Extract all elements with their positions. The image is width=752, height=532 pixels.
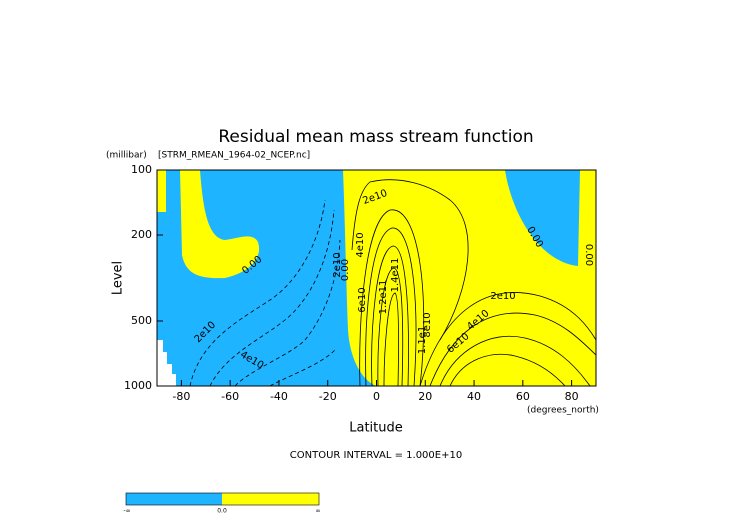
y-axis-label: Level bbox=[111, 261, 126, 295]
contour-label: 4e10 bbox=[355, 232, 366, 257]
y-tick-label: 500 bbox=[131, 314, 152, 327]
contour-label: 1.4e11 bbox=[390, 258, 401, 293]
x-tick-label: 40 bbox=[467, 390, 481, 403]
x-tick-label: 60 bbox=[516, 390, 530, 403]
x-tick-label: -80 bbox=[172, 390, 190, 403]
contour-label: 2e10 bbox=[490, 291, 515, 302]
colorbar-frame bbox=[125, 492, 320, 506]
x-units: (degrees_north) bbox=[527, 406, 599, 416]
subtitle: [STRM_RMEAN_1964-02_NCEP.nc] bbox=[158, 151, 310, 161]
y-tick-label: 1000 bbox=[124, 379, 152, 392]
contours bbox=[189, 179, 597, 387]
x-tick-label: -60 bbox=[221, 390, 239, 403]
colorbar-label: -∞ bbox=[123, 508, 130, 515]
x-tick-label: -20 bbox=[319, 390, 337, 403]
y-tick-label: 100 bbox=[131, 163, 152, 176]
colorbar-label: 0.0 bbox=[217, 508, 227, 515]
contour-label: 6e10 bbox=[357, 287, 368, 312]
plot-area bbox=[156, 169, 597, 387]
positive-region bbox=[157, 170, 166, 212]
colorbar-label: ∞ bbox=[316, 508, 321, 515]
missing-data bbox=[157, 340, 176, 386]
x-tick-label: -40 bbox=[270, 390, 288, 403]
positive-region bbox=[180, 170, 260, 279]
contour-label: 1.1e1 bbox=[417, 326, 428, 354]
positive-region bbox=[343, 170, 596, 386]
contour-label: 0.00 bbox=[583, 244, 594, 266]
colorbar-positive bbox=[222, 493, 319, 505]
contour-label: 0.00 bbox=[340, 259, 351, 281]
chart-title: Residual mean mass stream function bbox=[218, 127, 533, 147]
x-tick-label: 80 bbox=[565, 390, 579, 403]
contour-interval: CONTOUR INTERVAL = 1.000E+10 bbox=[290, 450, 462, 461]
colorbar-negative bbox=[126, 493, 222, 505]
x-tick-label: 20 bbox=[418, 390, 432, 403]
x-tick-label: 0 bbox=[373, 390, 380, 403]
contour-label: 8e10 bbox=[422, 312, 433, 337]
contour-label: 1.2e11 bbox=[378, 280, 389, 315]
y-units: (millibar) bbox=[106, 151, 147, 161]
x-axis-label: Latitude bbox=[349, 421, 403, 436]
y-tick-label: 200 bbox=[131, 228, 152, 241]
contour-label: 2e10 bbox=[332, 252, 343, 277]
